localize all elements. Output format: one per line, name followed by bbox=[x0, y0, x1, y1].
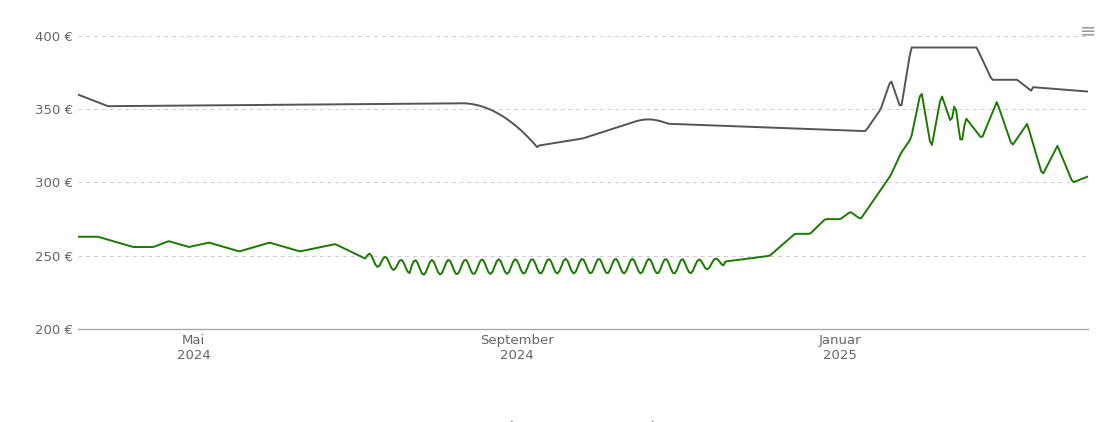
Legend: lose Ware, Sackware: lose Ware, Sackware bbox=[470, 416, 696, 422]
Text: ≡: ≡ bbox=[1080, 21, 1097, 40]
